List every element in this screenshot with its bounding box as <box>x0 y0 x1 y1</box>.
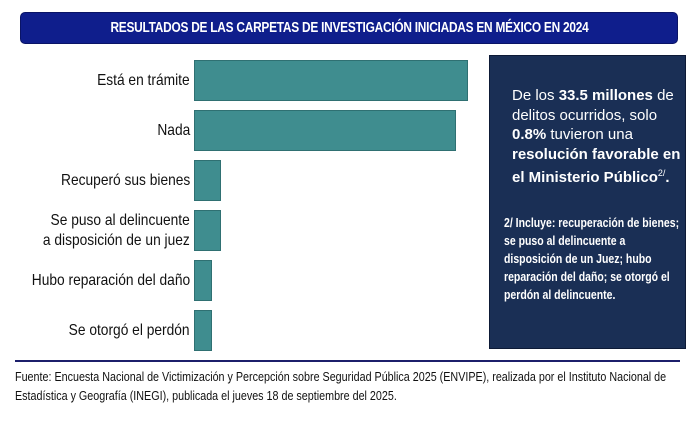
highlight-bold: 33.5 millones <box>558 87 653 104</box>
bar <box>194 260 212 301</box>
bar-label-line: Recuperó sus bienes <box>60 171 190 189</box>
bar-label-line: Se otorgó el perdón <box>69 321 190 339</box>
info-footnote: 2/ Incluye: recuperación de bienes; se p… <box>504 216 680 302</box>
bar <box>194 110 457 151</box>
bar-label-line: Hubo reparación del daño <box>31 271 190 289</box>
highlight-text: de delitos ocurridos, solo <box>512 87 674 124</box>
category-labels: Está en trámite Nada Recuperó sus bienes Se… <box>0 50 190 355</box>
highlight-text: tuvieron una <box>546 126 633 143</box>
bar-label-line: Nada <box>157 121 190 139</box>
end-punct: . <box>665 169 670 186</box>
info-highlight-text: De los 33.5 millones de delitos ocurrido… <box>512 86 687 188</box>
info-box: De los 33.5 millones de delitos ocurrido… <box>489 55 686 349</box>
highlight-text: De los <box>512 87 559 104</box>
bar-label: Recuperó sus bienes <box>61 171 190 191</box>
divider <box>15 360 680 362</box>
bar-chart: Está en trámite Nada Recuperó sus bienes Se… <box>0 50 480 355</box>
bar-label-line: a disposición de un juez <box>43 231 190 249</box>
bar-label: Hubo reparación del daño <box>32 271 190 291</box>
bar <box>194 60 469 101</box>
source-note: Fuente: Encuesta Nacional de Victimizaci… <box>15 370 667 403</box>
bar <box>194 210 221 251</box>
bar-label: Está en trámite <box>97 71 190 91</box>
bar-label: Se puso al delincuente a disposición de u… <box>43 211 190 251</box>
bar <box>194 160 221 201</box>
chart-title: RESULTADOS DE LAS CARPETAS DE INVESTIGAC… <box>109 20 589 36</box>
bar-label-line: Está en trámite <box>97 71 190 89</box>
chart-title-banner: RESULTADOS DE LAS CARPETAS DE INVESTIGAC… <box>20 12 678 44</box>
footnote-mark: 2/ <box>657 168 666 178</box>
highlight-bold: resolución favorable en el Ministerio Pú… <box>512 145 681 187</box>
highlight-bold: 0.8% <box>512 126 547 143</box>
bar-label: Nada <box>157 121 190 141</box>
bar <box>194 310 213 351</box>
bar-label: Se otorgó el perdón <box>69 321 190 341</box>
bar-label-line: Se puso al delincuente <box>50 211 191 229</box>
